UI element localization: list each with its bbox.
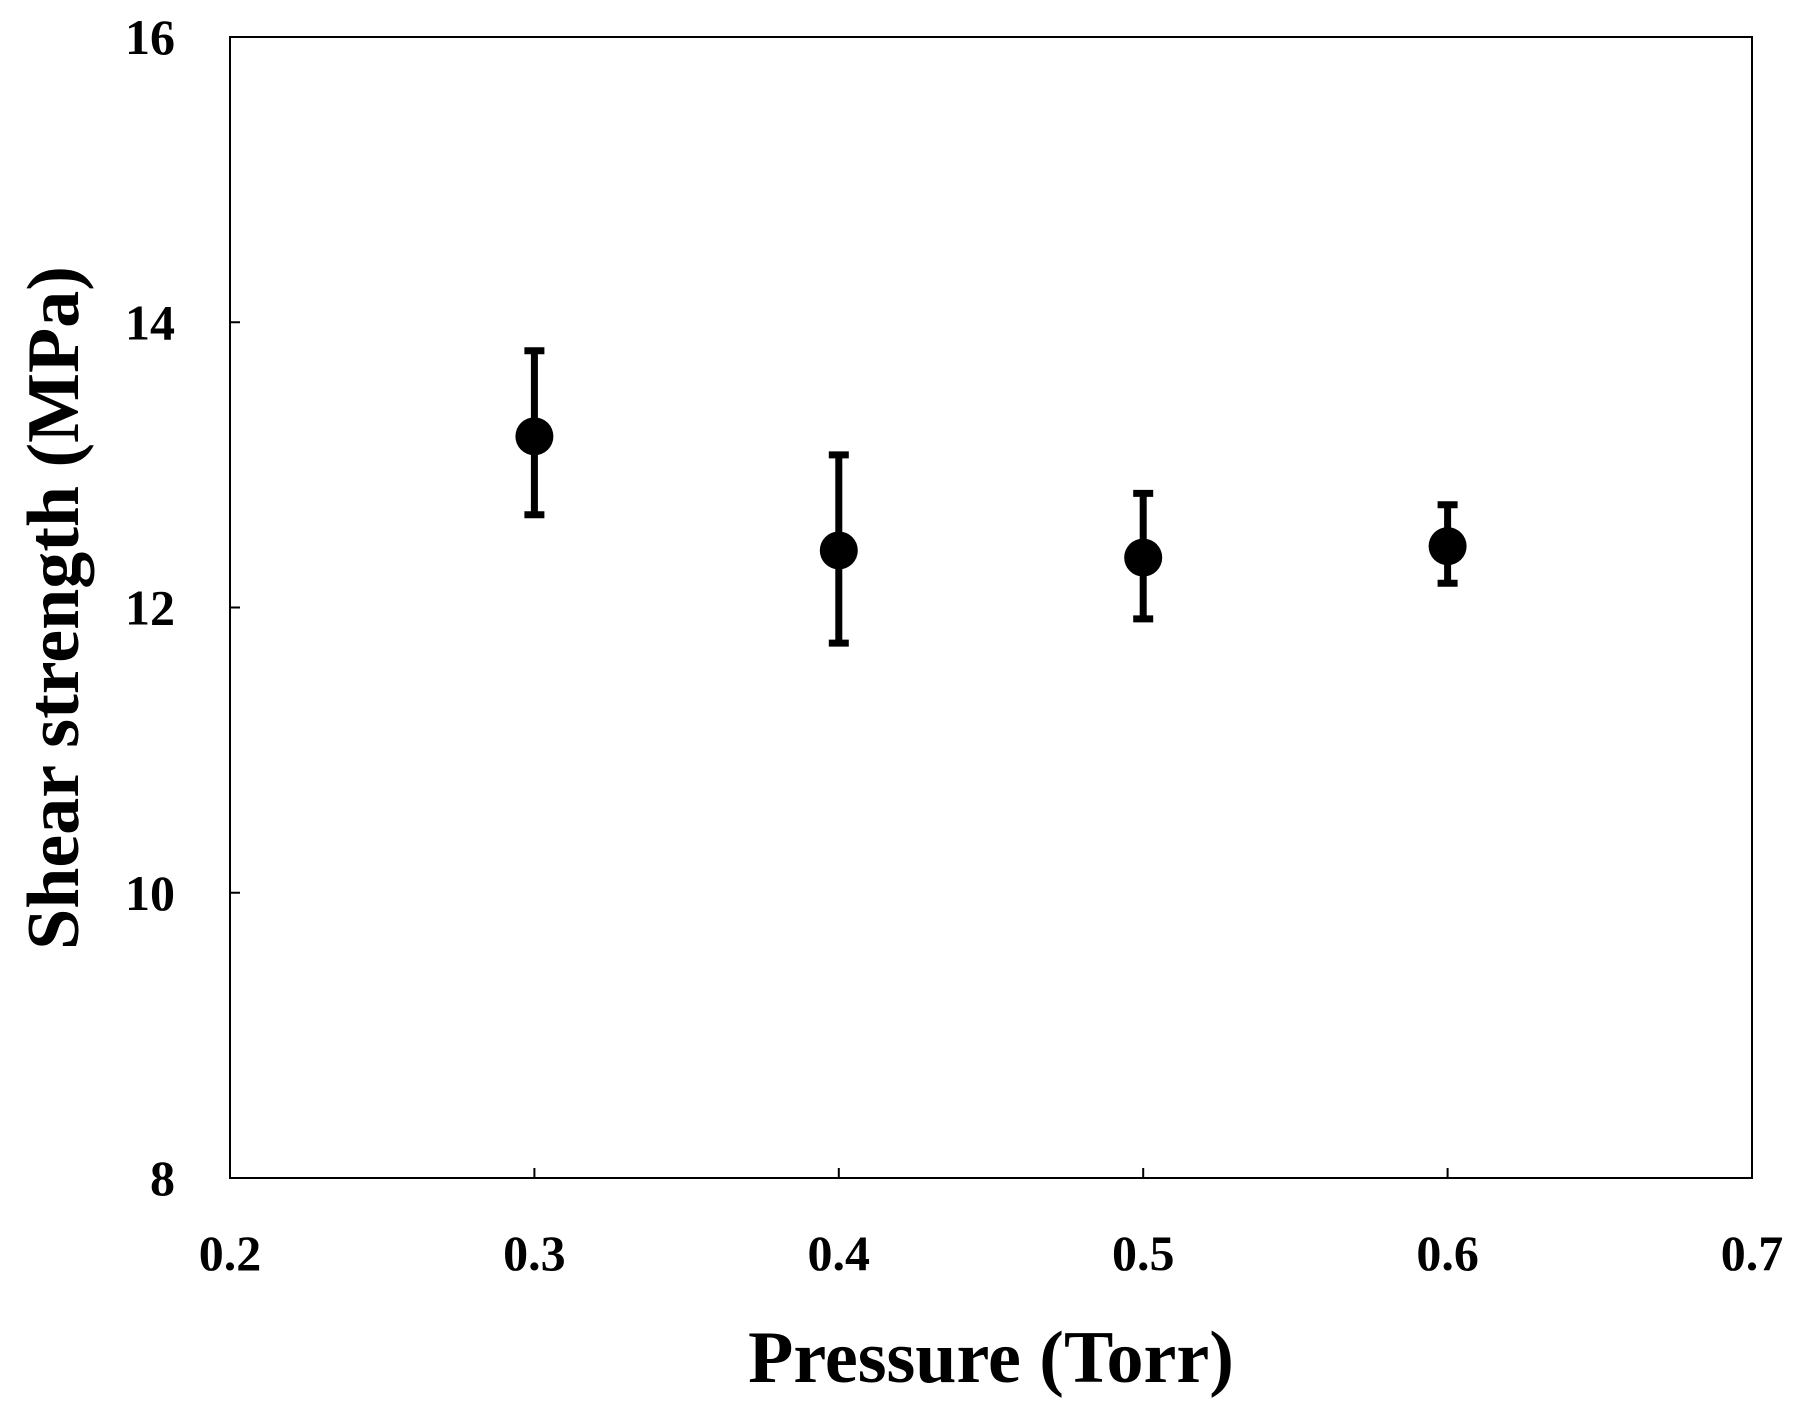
plot-area-frame xyxy=(229,36,1753,1179)
data-point xyxy=(1428,527,1467,566)
x-axis-title: Pressure (Torr) xyxy=(748,1317,1234,1399)
x-tick-label: 0.2 xyxy=(199,1225,262,1281)
y-tick-label: 16 xyxy=(125,9,175,65)
y-tick-label: 8 xyxy=(150,1150,175,1206)
y-axis-title: Shear strength (MPa) xyxy=(13,266,95,950)
data-point xyxy=(819,531,858,570)
x-tick-label: 0.7 xyxy=(1721,1225,1784,1281)
x-axis-ticks: 0.2 0.3 0.4 0.5 0.6 0.7 xyxy=(199,1168,1784,1281)
y-tick-label: 14 xyxy=(125,294,175,350)
x-tick-label: 0.5 xyxy=(1112,1225,1175,1281)
data-series xyxy=(515,347,1467,647)
x-tick-label: 0.4 xyxy=(808,1225,871,1281)
y-axis-ticks: 8 10 12 14 16 xyxy=(125,9,240,1206)
x-tick-label: 0.6 xyxy=(1416,1225,1479,1281)
x-tick-label: 0.3 xyxy=(503,1225,566,1281)
data-point xyxy=(1124,538,1163,577)
data-point xyxy=(515,417,554,456)
y-tick-label: 10 xyxy=(125,865,175,921)
y-tick-label: 12 xyxy=(125,580,175,636)
